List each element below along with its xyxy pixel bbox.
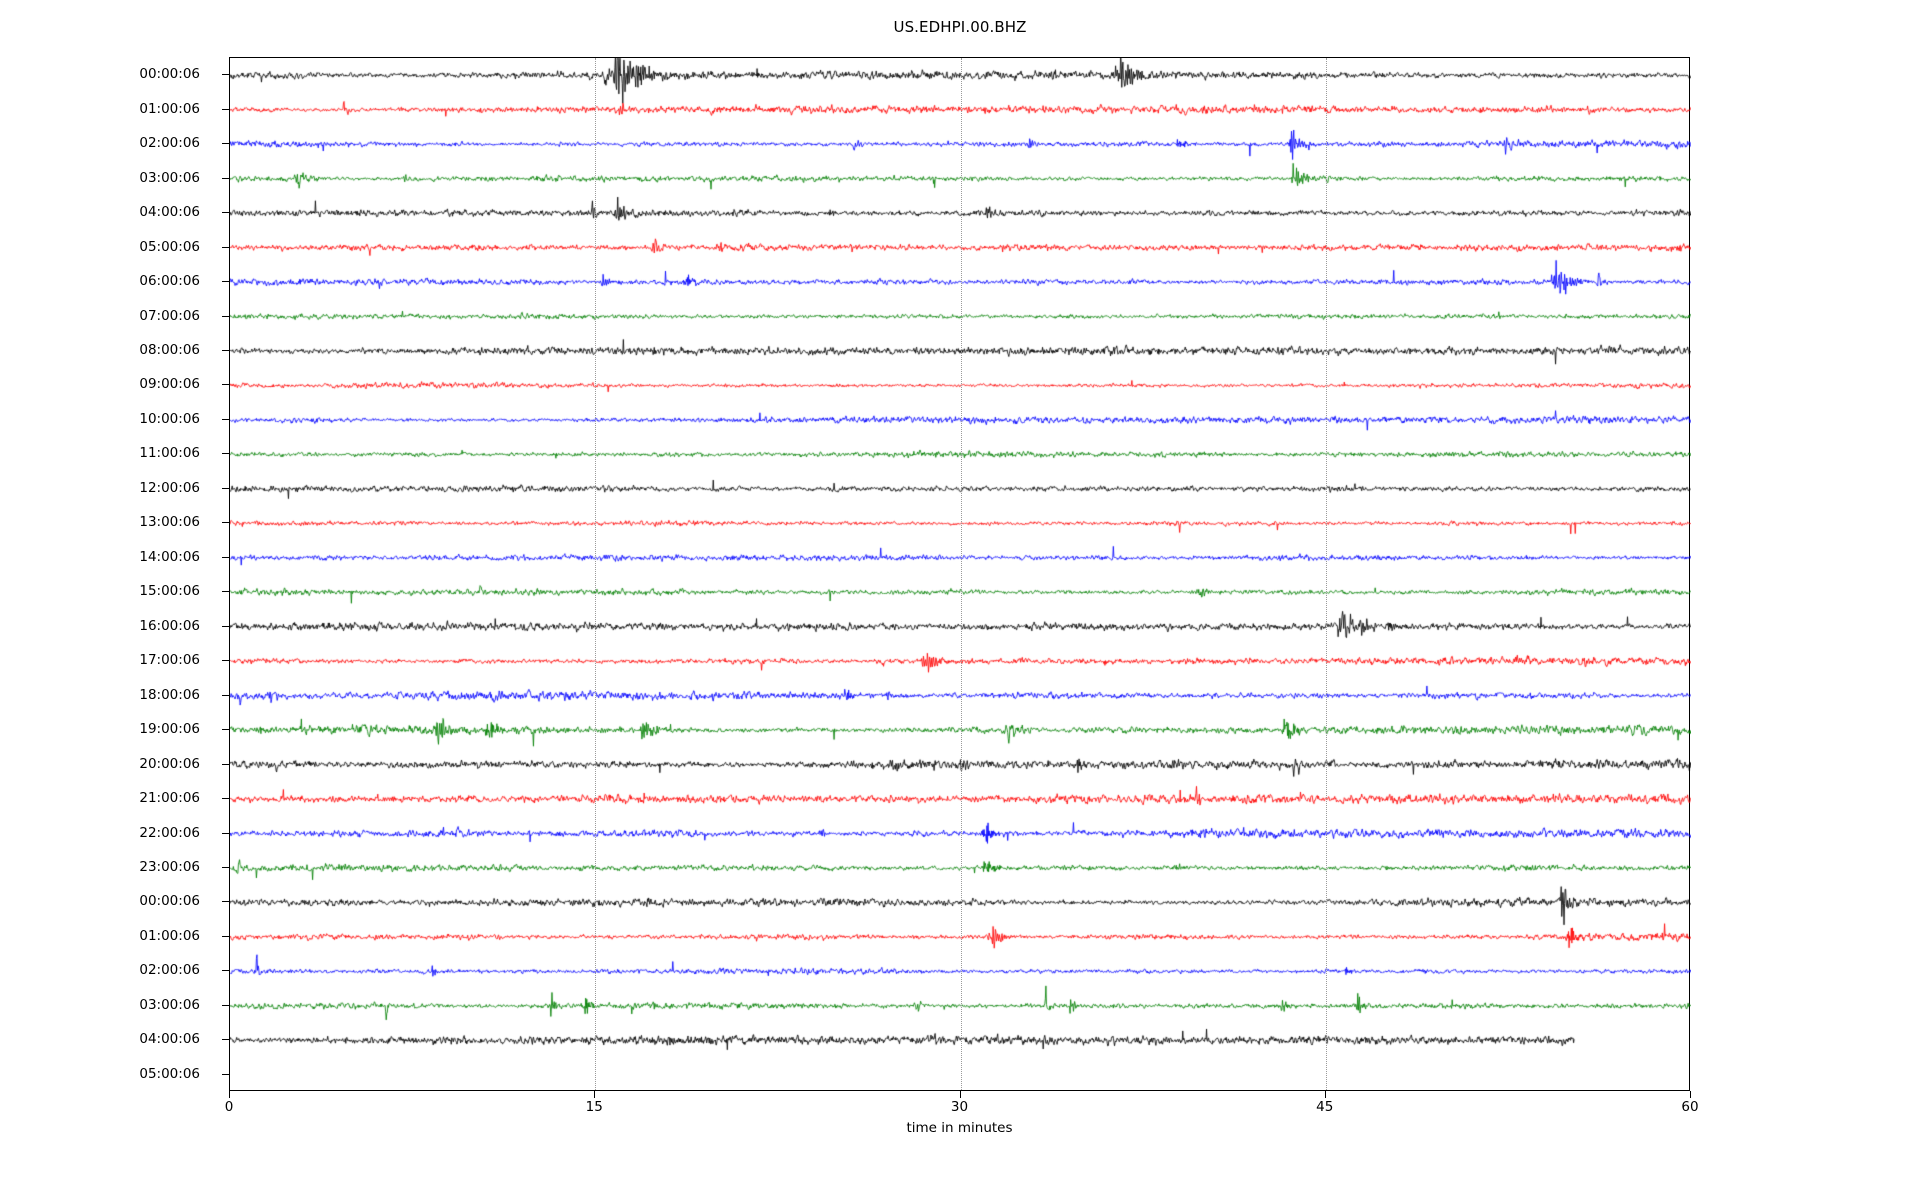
y-axis-tick-label: 02:00:06 — [139, 962, 200, 979]
y-axis-tick-label: 03:00:06 — [139, 996, 200, 1013]
y-axis-tick-labels: 00:00:06 01:00:06 02:00:06 03:00:06 04:00:06… — [0, 57, 214, 1091]
y-axis-tick-mark — [222, 970, 229, 972]
y-axis-tick-mark — [222, 74, 229, 76]
y-axis-tick-label: 13:00:06 — [139, 514, 200, 531]
y-axis-tick-label: 22:00:06 — [139, 824, 200, 841]
x-axis-tick-mark — [959, 1091, 961, 1098]
x-axis-tick-label: 30 — [950, 1099, 969, 1115]
y-axis-tick-label: 16:00:06 — [139, 617, 200, 634]
x-axis-tick-label: 15 — [585, 1099, 603, 1115]
y-axis-tick-mark — [222, 453, 229, 455]
y-axis-tick-label: 17:00:06 — [139, 652, 200, 669]
y-axis-tick-mark — [222, 798, 229, 800]
x-axis-tick-label: 45 — [1316, 1099, 1334, 1115]
x-gridline — [1325, 58, 1327, 1090]
y-axis-tick-mark — [222, 487, 229, 489]
y-axis-tick-label: 18:00:06 — [139, 686, 200, 703]
y-axis-tick-mark — [222, 625, 229, 627]
y-axis-tick-mark — [222, 591, 229, 593]
x-axis-title: time in minutes — [906, 1120, 1013, 1136]
y-axis-tick-mark — [222, 694, 229, 696]
y-axis-tick-label: 05:00:06 — [139, 1065, 200, 1082]
y-axis-tick-mark — [222, 281, 229, 283]
y-axis-tick-label: 09:00:06 — [139, 376, 200, 393]
y-axis-tick-label: 20:00:06 — [139, 755, 200, 772]
y-axis-tick-label: 06:00:06 — [139, 273, 200, 290]
x-axis-tick-label: 60 — [1681, 1099, 1699, 1115]
y-axis-tick-label: 05:00:06 — [139, 238, 200, 255]
y-axis-tick-label: 01:00:06 — [139, 100, 200, 117]
y-axis-tick-mark — [222, 315, 229, 317]
x-axis-tick-labels: 0 15 30 45 60 — [225, 1091, 1699, 1131]
x-axis-tick-mark — [229, 1091, 230, 1098]
y-axis-tick-label: 19:00:06 — [139, 721, 200, 738]
x-axis-tick-label: 0 — [224, 1099, 234, 1115]
y-axis-tick-mark — [222, 246, 229, 248]
y-axis-tick-mark — [222, 384, 229, 386]
y-axis-tick-label: 01:00:06 — [139, 927, 200, 944]
y-axis-tick-mark — [222, 212, 229, 214]
y-axis-tick-label: 02:00:06 — [139, 135, 200, 152]
y-axis-tick-label: 11:00:06 — [139, 445, 200, 462]
y-axis-tick-label: 14:00:06 — [139, 548, 200, 565]
y-axis-tick-mark — [222, 901, 229, 903]
y-axis-tick-label: 08:00:06 — [139, 341, 200, 358]
x-axis-tick-mark — [1324, 1091, 1326, 1098]
y-axis-tick-mark — [222, 660, 229, 662]
y-axis-tick-mark — [222, 832, 229, 834]
x-gridline — [595, 58, 597, 1090]
y-axis-tick-mark — [222, 866, 229, 868]
y-axis-tick-mark — [222, 1004, 229, 1006]
y-axis-tick-label: 07:00:06 — [139, 307, 200, 324]
y-axis-tick-mark — [222, 522, 229, 524]
y-axis-tick-label: 23:00:06 — [139, 858, 200, 875]
y-axis-tick-label: 15:00:06 — [139, 583, 200, 600]
y-axis-tick-mark — [222, 108, 229, 110]
y-axis-tick-label: 10:00:06 — [139, 410, 200, 427]
y-axis-tick-mark — [222, 556, 229, 558]
x-axis-tick-mark — [594, 1091, 596, 1098]
plot-axes — [229, 57, 1691, 1092]
y-axis-tick-mark — [222, 143, 229, 145]
y-axis-tick-mark — [222, 1039, 229, 1041]
y-axis-tick-label: 04:00:06 — [139, 204, 200, 221]
y-axis-tick-mark — [222, 763, 229, 765]
y-axis-tick-label: 00:00:06 — [139, 893, 200, 910]
page-title: US.EDHPI.00.BHZ — [893, 18, 1027, 36]
x-gridline — [960, 58, 962, 1090]
y-axis-tick-mark — [222, 177, 229, 179]
y-axis-tick-label: 12:00:06 — [139, 479, 200, 496]
y-axis-tick-label: 04:00:06 — [139, 1031, 200, 1048]
x-axis-tick-mark — [1690, 1091, 1691, 1098]
y-axis-tick-mark — [222, 1073, 229, 1075]
y-axis-tick-mark — [222, 935, 229, 937]
y-axis-tick-mark — [222, 729, 229, 731]
y-axis-tick-label: 21:00:06 — [139, 790, 200, 807]
y-axis-tick-mark — [222, 349, 229, 351]
y-axis-tick-label: 03:00:06 — [139, 169, 200, 186]
y-axis-tick-mark — [222, 418, 229, 420]
y-axis-tick-label: 00:00:06 — [139, 66, 200, 83]
